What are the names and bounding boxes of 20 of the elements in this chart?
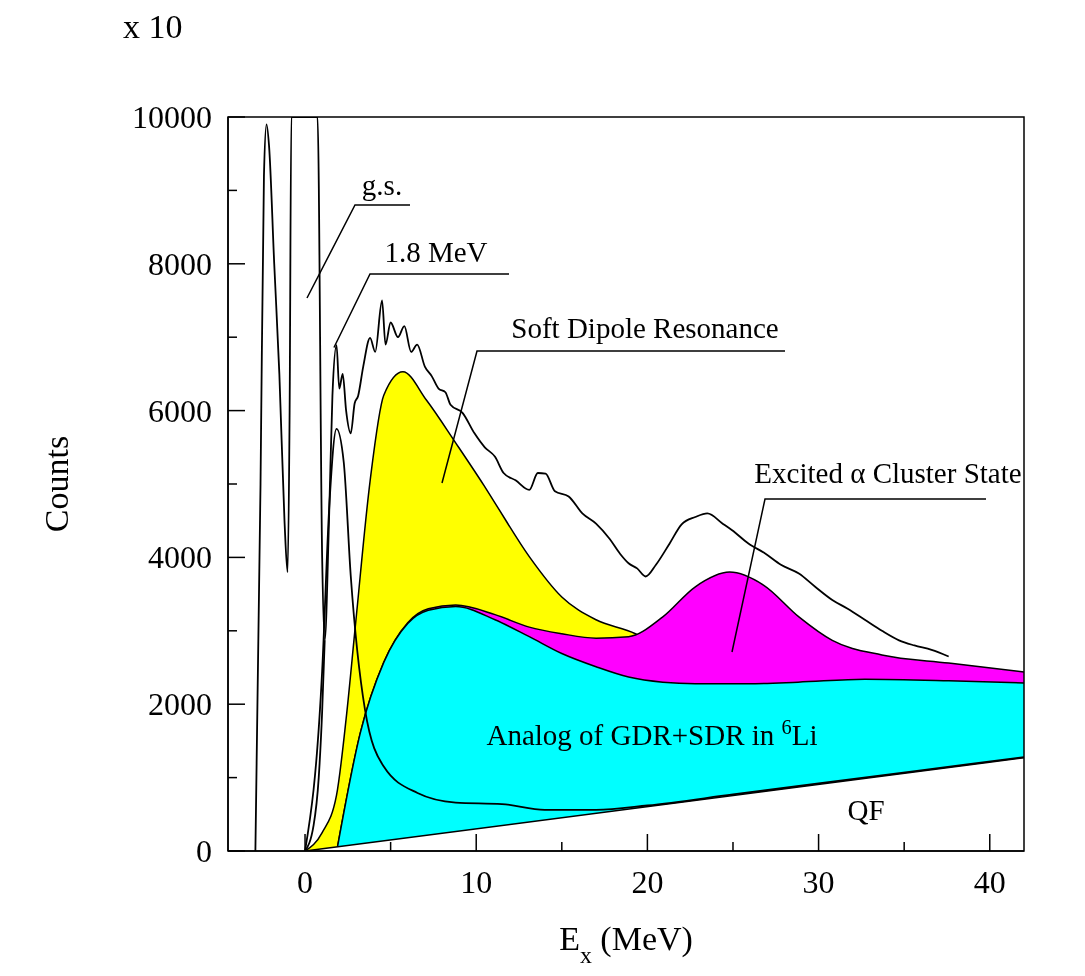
x-tick-label: 0 [297,864,314,900]
x-tick-label: 20 [631,864,664,900]
annotation: Analog of GDR+SDR in $^{6}$Li [486,716,818,751]
annotation: Soft Dipole Resonance [511,312,779,344]
x-tick-label: 30 [802,864,835,900]
x-tick-label: 10 [460,864,493,900]
annotation: Excited α Cluster State [754,457,1022,489]
y-tick-label: 0 [196,833,212,869]
annotation: g.s. [361,169,403,201]
annotation: 1.8 MeV [384,236,488,268]
annotation: QF [847,794,885,826]
y-tick-label: 8000 [148,245,212,282]
y-tick-label: 4000 [148,539,212,576]
y-tick-label: 10000 [132,99,212,135]
x-axis-title: E$_{x}$ (MeV) [559,920,693,968]
y-tick-label: 2000 [148,686,212,723]
x-tick-label: 40 [973,864,1006,900]
text: x 10 [123,8,183,45]
y-axis-title: Counts [38,435,75,533]
y-tick-label: 6000 [148,392,212,429]
